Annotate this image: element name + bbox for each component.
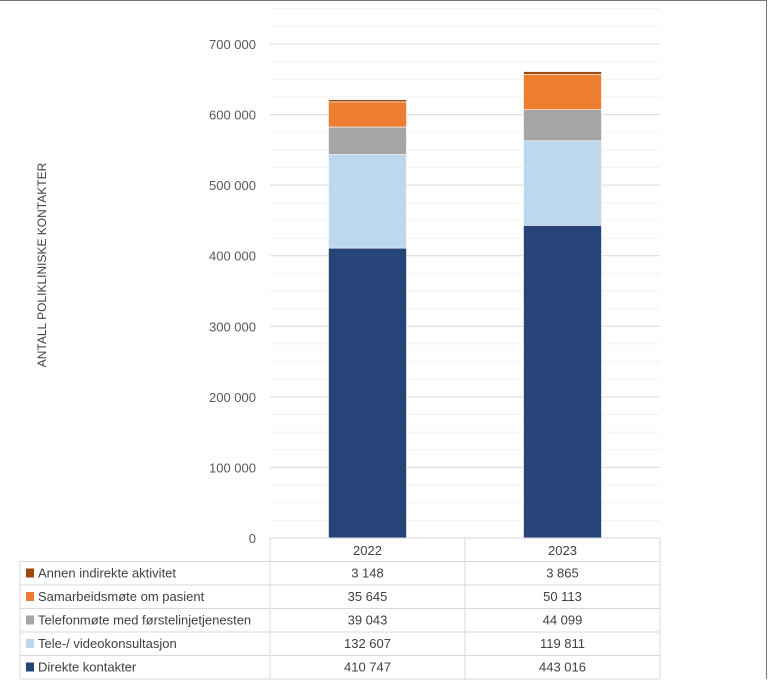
table-value: 3 865 xyxy=(546,566,579,581)
legend-key xyxy=(26,662,34,672)
table-header-2022: 2022 xyxy=(353,543,382,558)
legend-label: Direkte kontakter xyxy=(38,660,137,675)
table-value: 119 811 xyxy=(540,636,585,651)
bar-segment-2022-3 xyxy=(328,101,407,128)
legend-key xyxy=(26,639,34,648)
table-header-2023: 2023 xyxy=(548,543,577,558)
y-tick-label: 200 000 xyxy=(209,390,256,405)
y-tick-label: 400 000 xyxy=(209,249,256,264)
legend-label: Tele-/ videokonsultasjon xyxy=(38,636,177,651)
table-value: 50 113 xyxy=(543,589,582,604)
legend-label: Telefonmøte med førstelinjetjenesten xyxy=(38,613,251,628)
y-tick-label: 300 000 xyxy=(209,319,256,334)
legend-label: Annen indirekte aktivitet xyxy=(38,566,176,581)
table-value: 44 099 xyxy=(543,613,583,628)
bar-segment-2022-1 xyxy=(328,154,407,249)
legend-key xyxy=(26,592,34,601)
table-value: 443 016 xyxy=(539,660,586,675)
table-value: 35 645 xyxy=(348,589,388,604)
legend-key xyxy=(26,568,34,578)
bar-segment-2023-0 xyxy=(523,225,602,539)
bar-segment-2023-3 xyxy=(523,74,602,110)
y-tick-label: 700 000 xyxy=(209,37,256,52)
bar-segment-2022-2 xyxy=(328,126,407,155)
bar-segment-2022-4 xyxy=(328,99,407,103)
table-value: 410 747 xyxy=(344,660,391,675)
bar-segment-2023-1 xyxy=(523,140,602,226)
y-tick-label: 100 000 xyxy=(209,460,256,475)
table-value: 132 607 xyxy=(344,636,391,651)
y-tick-label: 0 xyxy=(249,531,256,546)
table-value: 39 043 xyxy=(348,613,388,628)
y-tick-label: 600 000 xyxy=(209,108,256,123)
y-tick-label: 500 000 xyxy=(209,178,256,193)
legend-label: Samarbeidsmøte om pasient xyxy=(38,589,205,604)
legend-key xyxy=(26,615,34,625)
bar-segment-2023-2 xyxy=(523,109,602,142)
y-axis-label: ANTALL POLIKLINISKE KONTAKTER xyxy=(35,162,49,367)
table-value: 3 148 xyxy=(351,566,384,581)
bar-segment-2022-0 xyxy=(328,247,407,539)
bar-segment-2023-4 xyxy=(523,71,602,75)
